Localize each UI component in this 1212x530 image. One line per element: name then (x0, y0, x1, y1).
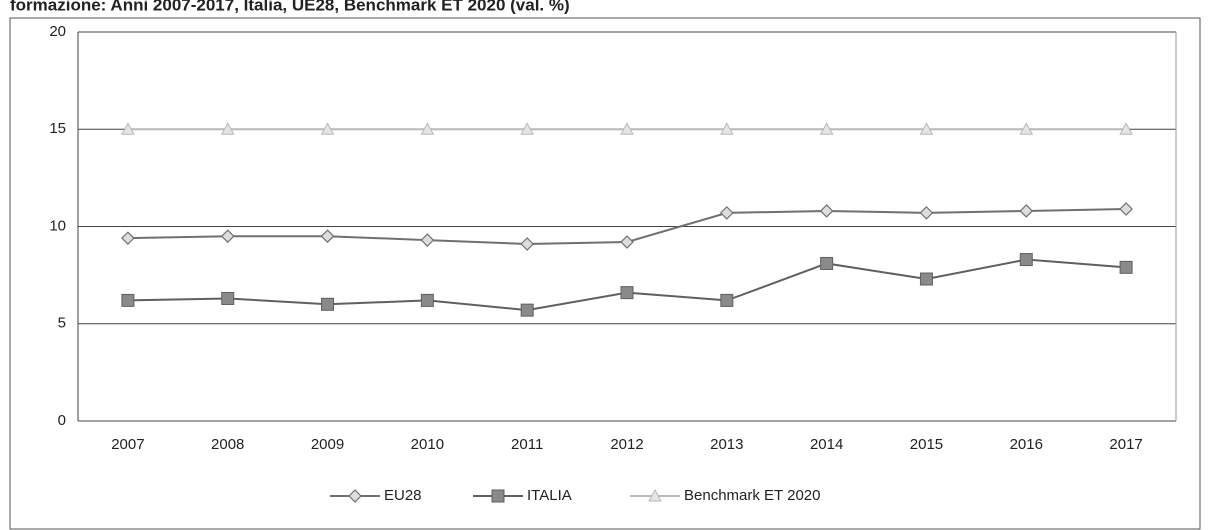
marker (1019, 204, 1034, 218)
marker (820, 256, 834, 270)
marker (620, 286, 634, 300)
marker (719, 206, 734, 220)
x-tick-label: 2008 (211, 436, 244, 453)
y-tick-label: 0 (58, 412, 66, 429)
marker (320, 122, 335, 135)
x-tick-label: 2015 (910, 436, 943, 453)
marker (221, 291, 235, 305)
y-tick-label: 10 (49, 217, 66, 234)
marker (121, 122, 135, 135)
marker (420, 293, 434, 307)
x-tick-label: 2013 (710, 436, 743, 453)
chart-title: formazione: Anni 2007-2017, Italia, UE28… (10, 0, 570, 14)
marker (919, 206, 934, 220)
x-tick-label: 2014 (810, 436, 843, 453)
marker (520, 237, 535, 251)
marker (620, 235, 634, 249)
marker (321, 297, 335, 311)
marker (720, 293, 734, 307)
marker (819, 204, 834, 218)
frame (9, 17, 1201, 530)
x-tick-label: 2016 (1010, 436, 1043, 453)
marker (520, 303, 534, 317)
x-tick-label: 2017 (1109, 436, 1142, 453)
marker (719, 122, 734, 135)
marker (420, 233, 435, 247)
x-tick-label: 2012 (610, 436, 643, 453)
series-line (127, 258, 1127, 312)
marker (648, 488, 662, 502)
marker (320, 229, 335, 244)
marker (220, 122, 235, 135)
marker (220, 229, 235, 244)
marker (420, 122, 435, 135)
marker (919, 122, 934, 135)
marker (1119, 260, 1133, 274)
x-tick-label: 2007 (111, 436, 144, 453)
marker (348, 489, 362, 503)
y-tick-label: 15 (49, 120, 66, 137)
y-tick-label: 5 (58, 315, 66, 332)
marker (121, 231, 135, 246)
legend-label: Benchmark ET 2020 (684, 487, 820, 504)
marker (1119, 122, 1133, 135)
x-tick-label: 2010 (411, 436, 444, 453)
marker (819, 122, 834, 135)
marker (1119, 202, 1133, 216)
marker (520, 122, 535, 135)
legend-label: EU28 (384, 487, 422, 504)
marker (491, 489, 505, 503)
y-tick-label: 20 (49, 23, 66, 40)
marker (919, 272, 933, 286)
legend-label: ITALIA (527, 487, 572, 504)
x-tick-label: 2009 (311, 436, 344, 453)
marker (1019, 122, 1034, 135)
x-tick-label: 2011 (511, 436, 543, 453)
marker (121, 293, 135, 307)
marker (620, 122, 634, 135)
marker (1019, 253, 1033, 267)
